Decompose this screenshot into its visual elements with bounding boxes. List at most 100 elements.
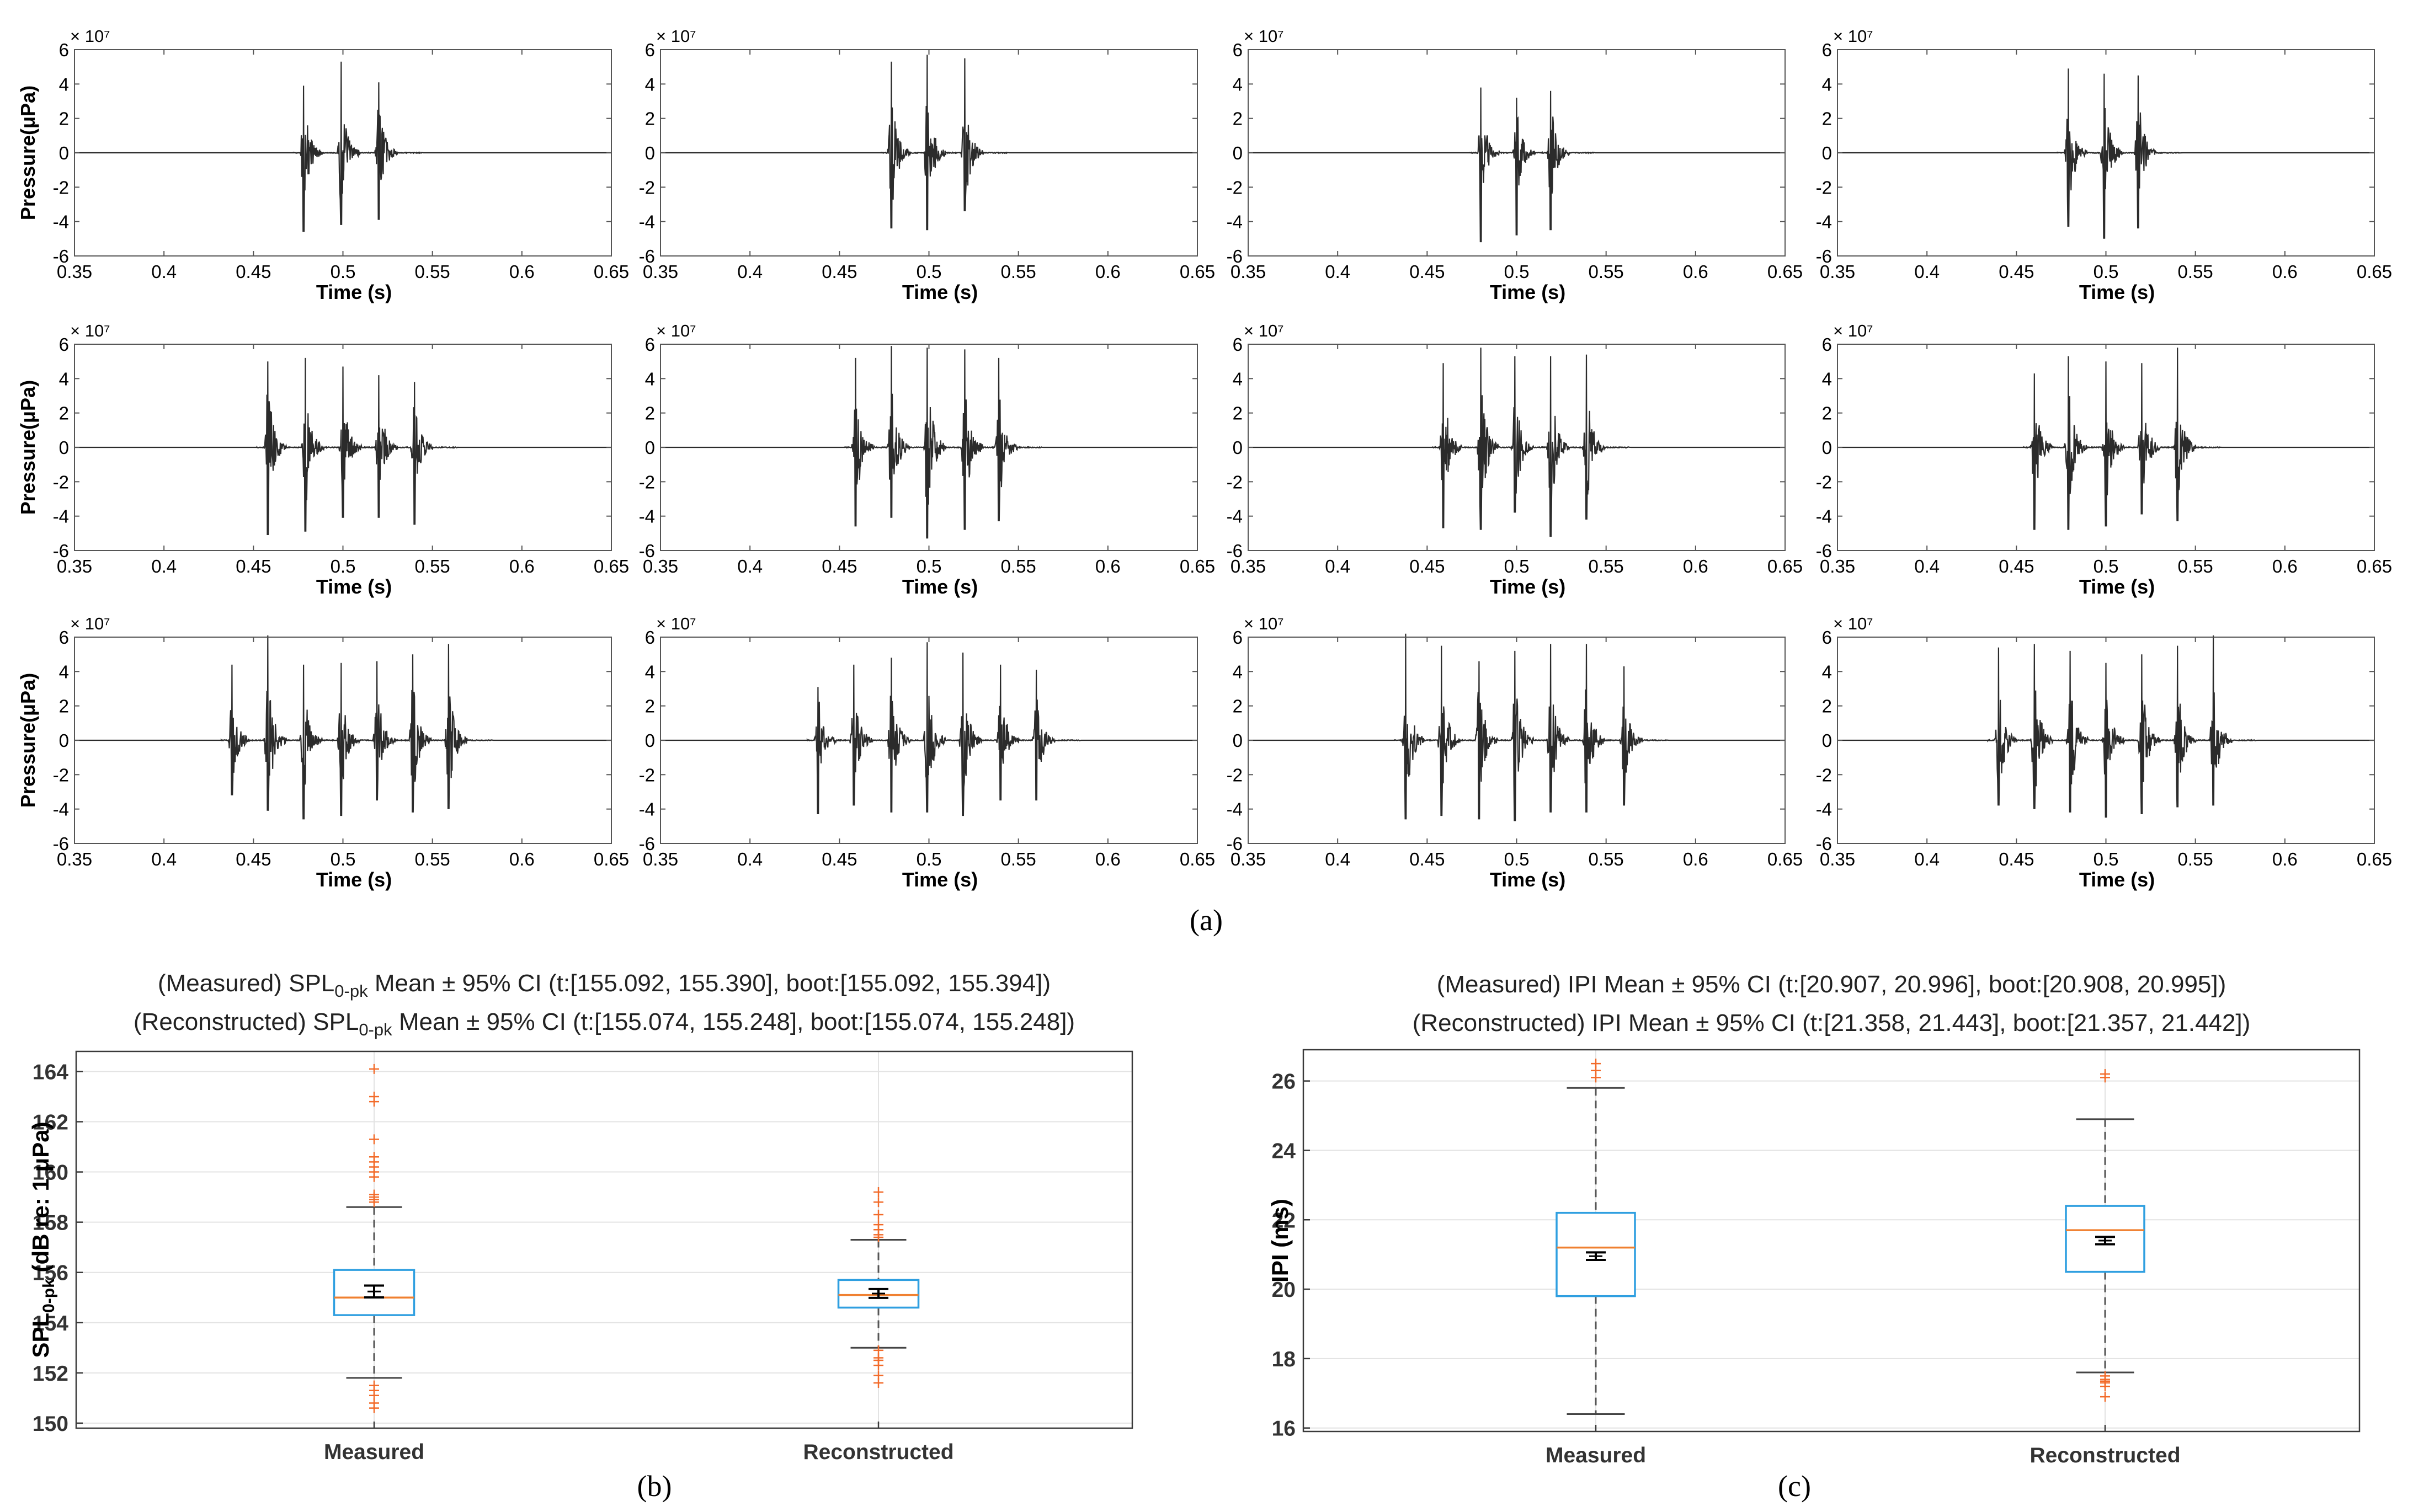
axes-box (1302, 1049, 2361, 1433)
x-tick-label: 0.65 (2357, 261, 2392, 282)
y-tick-label: 4 (59, 74, 69, 94)
y-tick-label: -6 (639, 246, 655, 266)
y-tick-label: -2 (1816, 765, 1832, 785)
mean-ci-errorbar (869, 1287, 888, 1299)
x-tick-label: 0.45 (1999, 261, 2034, 282)
y-tick-label: -4 (1816, 799, 1832, 820)
y-tick-label: 158 (33, 1211, 68, 1235)
waveform-trace (660, 55, 1197, 231)
title-main: (Reconstructed) IPI Mean ± 95% CI (t:[21… (1413, 1009, 2251, 1037)
waveform-panel-row2-col2: 6 4 2 0 -2 -4 -60.35 0.4 0.45 0.5 0.55 0.6 0.65 Time … (639, 321, 1215, 598)
y-exponent-label: × 10⁷ (70, 614, 110, 633)
x-tick-label: 0.45 (1999, 849, 2034, 869)
outlier-marker (2100, 1381, 2110, 1392)
y-tick-label: 6 (59, 627, 69, 648)
y-tick-label: 2 (1233, 109, 1243, 129)
x-tick-label: 0.5 (2094, 261, 2119, 282)
y-tick-label: -4 (1816, 212, 1832, 232)
x-tick-label: 0.5 (917, 261, 942, 282)
y-tick-label: 156 (33, 1262, 68, 1285)
y-tick-label: 6 (59, 40, 69, 60)
y-tick-label: 162 (33, 1110, 68, 1134)
x-tick-label: 0.65 (2357, 849, 2392, 869)
outlier-marker (369, 1403, 379, 1413)
waveform-panel-row3-col4: 6 4 2 0 -2 -4 -60.35 0.4 0.45 0.5 0.55 0.6 0.65 Time … (1816, 614, 2392, 891)
category-label: Reconstructed (2030, 1444, 2180, 1467)
y-tick-label: -6 (53, 541, 69, 561)
title-main: (Reconstructed) SPL (134, 1008, 359, 1035)
x-tick-label: 0.4 (151, 261, 177, 282)
outlier-marker (369, 1134, 379, 1145)
chart-title-line: (Measured) SPL0-pk Mean ± 95% CI (t:[155… (158, 970, 1051, 1001)
y-tick-label: -4 (53, 212, 69, 232)
y-exponent-label: × 10⁷ (1833, 614, 1873, 633)
y-tick-label: 0 (59, 730, 69, 751)
waveform-trace (660, 642, 1197, 816)
y-tick-label: 150 (33, 1412, 68, 1436)
y-tick-label: 0 (1233, 730, 1243, 751)
y-tick-label: 4 (645, 74, 655, 94)
y-tick-label: 6 (1233, 334, 1243, 355)
x-tick-label: 0.65 (1180, 556, 1215, 576)
x-tick-label: 0.45 (822, 556, 857, 576)
y-tick-label: -6 (1227, 246, 1243, 266)
x-axis-label: Time (s) (902, 281, 978, 303)
x-tick-label: 0.4 (737, 849, 763, 869)
y-tick-label: 4 (1822, 74, 1832, 94)
y-tick-label: 4 (645, 368, 655, 389)
y-tick-label: 24 (1272, 1139, 1296, 1163)
box-reconstructed (837, 1187, 920, 1388)
waveform-panel-row1-col1: 6 4 2 0 -2 -4 -60.35 0.4 0.45 0.5 0.55 0.6 0.65 Time … (17, 26, 629, 303)
x-tick-label: 0.55 (1589, 849, 1624, 869)
y-tick-label: 0 (645, 730, 655, 751)
x-tick-label: 0.4 (1914, 849, 1940, 869)
y-tick-label: 6 (645, 40, 655, 60)
y-tick-label: 4 (645, 661, 655, 682)
x-tick-label: 0.5 (1504, 261, 1530, 282)
x-tick-label: 0.6 (1683, 849, 1708, 869)
x-tick-label: 0.35 (643, 556, 678, 576)
waveform-trace (74, 635, 611, 820)
y-tick-label: -2 (1227, 765, 1243, 785)
outlier-marker (369, 1064, 379, 1074)
x-tick-label: 0.45 (236, 849, 271, 869)
plot-area (1303, 1050, 2359, 1431)
x-axis-label: Time (s) (902, 868, 978, 891)
y-tick-label: 16 (1272, 1417, 1296, 1441)
title-subscript: 0-pk (359, 1020, 392, 1039)
y-tick-label: 2 (1233, 696, 1243, 717)
outlier-marker (369, 1097, 379, 1107)
x-tick-label: 0.5 (1504, 556, 1530, 576)
y-exponent-label: × 10⁷ (1244, 26, 1283, 46)
waveform-trace (1248, 87, 1785, 243)
x-tick-label: 0.6 (509, 849, 535, 869)
x-tick-label: 0.5 (2094, 556, 2119, 576)
x-tick-label: 0.5 (917, 556, 942, 576)
waveform-trace (660, 346, 1197, 539)
y-tick-label: 2 (1822, 403, 1832, 424)
y-tick-label: 0 (645, 437, 655, 458)
y-exponent-label: × 10⁷ (70, 321, 110, 340)
y-tick-label: 6 (1822, 40, 1832, 60)
y-tick-label: -2 (639, 765, 655, 785)
x-tick-label: 0.6 (1095, 261, 1121, 282)
y-tick-label: 6 (59, 334, 69, 355)
waveform-panel-row2-col4: 6 4 2 0 -2 -4 -60.35 0.4 0.45 0.5 0.55 0.6 0.65 Time … (1816, 321, 2392, 598)
x-tick-label: 0.4 (1914, 556, 1940, 576)
x-tick-label: 0.6 (1095, 556, 1121, 576)
x-tick-label: 0.35 (1231, 261, 1266, 282)
y-tick-label: 2 (59, 109, 69, 129)
x-tick-label: 0.45 (1999, 556, 2034, 576)
mean-ci-errorbar (2095, 1236, 2115, 1246)
x-tick-label: 0.6 (1683, 261, 1708, 282)
x-tick-label: 0.65 (1180, 849, 1215, 869)
x-tick-label: 0.35 (643, 849, 678, 869)
y-tick-label: 4 (1233, 74, 1243, 94)
y-exponent-label: × 10⁷ (1244, 321, 1283, 340)
y-axis-label: SPL0-pk (dB re: 1 μPa) (28, 1121, 58, 1358)
y-tick-label: 2 (1822, 109, 1832, 129)
waveform-panel-row3-col1: 6 4 2 0 -2 -4 -60.35 0.4 0.45 0.5 0.55 0.6 0.65 Time … (17, 614, 629, 891)
y-tick-label: -4 (1227, 212, 1243, 232)
y-tick-label: 0 (1822, 437, 1832, 458)
x-tick-label: 0.65 (594, 849, 629, 869)
